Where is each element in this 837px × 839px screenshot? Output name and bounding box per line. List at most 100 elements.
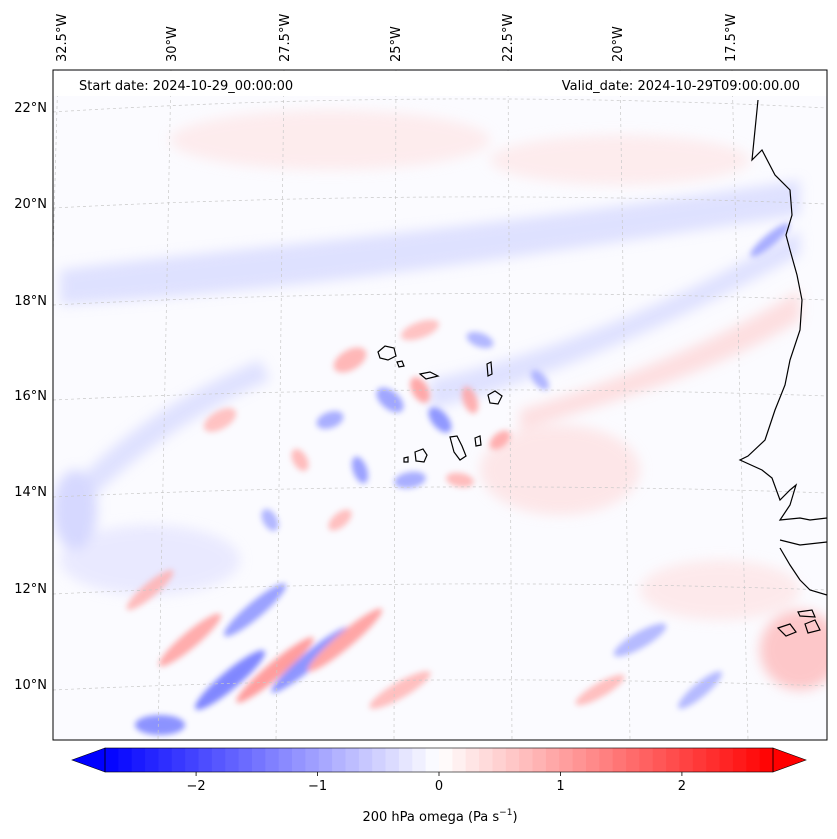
colorbar-step [131,748,146,772]
descent-band-north [60,180,800,305]
colorbar-label-end: ) [512,810,517,825]
colorbar-step [626,748,640,772]
colorbar-step [452,748,467,772]
lat-label: 10°N [14,678,47,693]
omega-streak [750,223,790,257]
lat-label: 20°N [14,197,47,212]
santo-antao-island [377,345,397,361]
omega-streak [678,671,722,709]
descent-patch-west-edge [53,470,97,550]
colorbar-step [118,748,133,772]
omega-streak [369,671,431,709]
colorbar-tick-label: 0 [435,779,443,794]
colorbar-step [505,748,520,772]
bijagos-islands [776,609,821,637]
colorbar-step [105,748,119,772]
header-band [53,71,827,96]
colorbar-step [532,748,547,772]
lon-label: 17.5°W [724,14,739,62]
colorbar-step [318,748,333,772]
descent-patch-southwest [60,525,240,595]
lat-label: 18°N [14,294,47,309]
lon-label: 27.5°W [278,14,293,62]
colorbar-steps [105,748,774,772]
sao-nicolau-island [418,371,440,380]
map-gridlines [53,70,827,740]
colorbar-step [278,748,293,772]
colorbar-step [599,748,614,772]
colorbar-step [358,748,373,772]
longitude-labels: 32.5°W 30°W 27.5°W 25°W 22.5°W 20°W 17.5… [55,14,739,62]
colorbar-step [666,748,681,772]
west-africa-coast [738,99,827,521]
colorbar-tick-label: −1 [308,779,327,794]
omega-streak [195,650,265,710]
lon-label: 22.5°W [501,14,516,62]
ascent-band-east [520,290,800,430]
ascent-patch-central [480,425,640,515]
lat-label: 12°N [14,582,47,597]
omega-streak [223,583,287,637]
colorbar-step [545,748,560,772]
boa-vista-island [487,390,503,405]
colorbar-step [412,748,427,772]
colorbar-step [345,748,360,772]
ascent-patch-northeast [490,135,750,185]
omega-cell [428,407,452,433]
ascent-patch-north [170,110,490,170]
sal-island [486,361,493,377]
maio-island [474,435,482,447]
omega-cell [328,509,352,531]
colorbar-step [251,748,266,772]
colorbar-label-main: 200 hPa omega (Pa s [362,810,499,825]
colorbar-step [385,748,400,772]
colorbar-step [465,748,480,772]
santiago-island [449,435,467,461]
colorbar-step [158,748,173,772]
colorbar-step [185,748,200,772]
colorbar-step [759,748,774,772]
colorbar-ticks: −2 −1 0 1 2 [187,772,686,794]
colorbar-tick-label: 1 [556,779,564,794]
valid-date-label: Valid_date: 2024-10-29T09:00:00.00 [562,79,800,94]
omega-cell [489,430,511,450]
lon-label: 20°W [611,26,626,62]
colorbar-step [305,748,320,772]
omega-cell [291,449,309,471]
colorbar-step [225,748,240,772]
colorbar-step [439,748,453,772]
ascent-patch-east-edge [760,610,827,690]
omega-cell [394,471,426,489]
colorbar-step [639,748,654,772]
colorbar-step [652,748,667,772]
fogo-island [414,448,428,463]
omega-cell [333,347,367,373]
colorbar-step [479,748,494,772]
descent-band-southeast [430,230,800,410]
omega-cell [446,472,474,488]
omega-streak [158,613,222,667]
colorbar-step [492,748,507,772]
colorbar-label: 200 hPa omega (Pa s−1) [362,808,517,825]
brava-island [403,456,409,463]
lat-label: 14°N [14,485,47,500]
omega-cell [316,411,344,429]
colorbar-step [719,748,734,772]
omega-streak [575,674,625,706]
colorbar-step [211,748,226,772]
colorbar-step [398,748,413,772]
colorbar-extend-high [772,747,807,773]
omega-cell [401,319,439,341]
omega-cell [466,331,494,349]
omega-field-shading [53,110,827,735]
colorbar-step [332,748,347,772]
coastline [738,99,827,637]
descent-band-west [60,360,270,530]
colorbar: −2 −1 0 1 2 200 hPa omega (Pa s−1) [71,747,807,825]
omega-streak [307,608,383,672]
omega-cell [203,408,237,432]
colorbar-step [746,748,761,772]
omega-cell [261,509,279,531]
omega-streak [613,623,667,657]
